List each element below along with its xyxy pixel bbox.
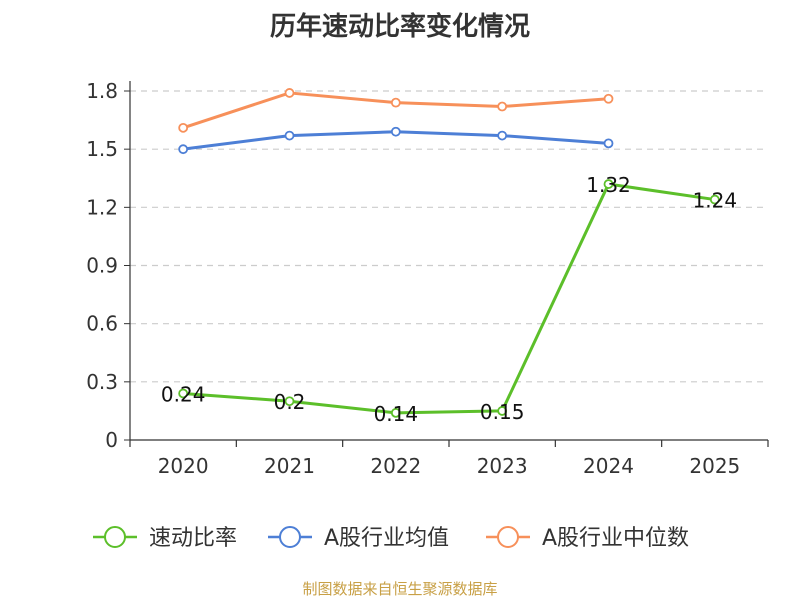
data-point	[709, 194, 720, 205]
data-point	[284, 130, 295, 141]
legend-label: 速动比率	[149, 526, 237, 551]
y-tick-label: 0.6	[86, 312, 118, 336]
data-point	[603, 138, 614, 149]
x-tick-label: 2021	[264, 454, 315, 478]
grid-layer	[130, 90, 768, 383]
data-point	[497, 406, 508, 416]
data-point	[390, 97, 401, 108]
data-label: 0.15	[480, 400, 525, 424]
legend-marker	[497, 526, 519, 548]
data-label: 1.32	[586, 173, 631, 197]
legend-label: A股行业均值	[324, 526, 449, 551]
y-tick-label: 0.3	[86, 370, 118, 394]
data-point	[603, 179, 614, 189]
data-point	[284, 88, 295, 98]
x-tick-label: 2023	[477, 454, 528, 478]
data-point	[390, 126, 401, 137]
x-tick-label: 2020	[158, 454, 209, 478]
data-label: 0.14	[374, 402, 419, 426]
y-tick-label: 1.5	[86, 137, 118, 161]
axis-layer: 0 0.3 0.6 0.9 1.2 1.5 1.8 2020 2021 2022 2023 2024 2…	[86, 79, 769, 478]
legend: 速动比率 A股行业均值 A股行业中位数	[93, 526, 689, 551]
data-point	[603, 93, 614, 104]
data-point	[178, 122, 189, 133]
legend-label: A股行业中位数	[542, 526, 689, 551]
data-point	[390, 407, 401, 418]
data-point	[497, 130, 508, 141]
data-label: 1.24	[693, 189, 738, 213]
y-tick-label: 0	[105, 428, 118, 452]
source-note: 制图数据来自恒生聚源数据库	[302, 580, 498, 598]
chart-title: 历年速动比率变化情况	[269, 12, 530, 42]
y-tick-label: 1.2	[86, 195, 118, 219]
data-label: 0.24	[161, 382, 206, 406]
data-label: 0.2	[274, 390, 306, 414]
legend-marker	[279, 526, 301, 548]
x-tick-label: 2025	[689, 454, 740, 478]
legend-marker	[104, 526, 126, 548]
x-tick-label: 2024	[583, 454, 634, 478]
series-line-0	[183, 182, 716, 415]
data-point	[497, 101, 508, 112]
x-tick-label: 2022	[370, 454, 421, 478]
series-layer	[178, 88, 720, 418]
y-tick-label: 1.8	[86, 79, 118, 103]
data-point	[178, 388, 189, 399]
data-label-layer: 0.24 0.2 0.14 0.15 1.32 1.24	[161, 173, 737, 426]
data-point	[178, 144, 189, 155]
data-point	[284, 396, 295, 407]
y-tick-label: 0.9	[86, 254, 118, 278]
